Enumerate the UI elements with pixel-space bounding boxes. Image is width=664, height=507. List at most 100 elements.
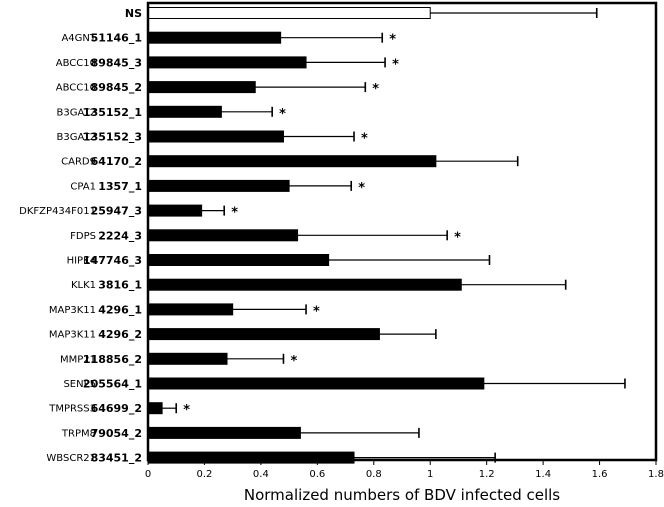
construct-id-label: 135152_1 — [83, 106, 142, 119]
bar — [147, 56, 307, 69]
x-tick-label: 1.6 — [592, 469, 608, 480]
bar-row: CPA1 1357_1 * — [70, 179, 365, 196]
bar-row: MAP3K11 4296_1 * — [49, 303, 320, 319]
construct-id-label: 118856_2 — [83, 353, 142, 366]
construct-id-label: 4296_2 — [98, 328, 142, 341]
gene-label: TRPM8 — [61, 428, 96, 439]
bar — [147, 204, 203, 217]
x-tick-label: 1.4 — [535, 469, 551, 480]
plot-frame — [146, 1, 658, 462]
gene-label: DKFZP434F011 — [19, 206, 96, 217]
x-axis-label: Normalized numbers of BDV infected cells — [244, 486, 560, 504]
gene-label: TMPRSS3 — [48, 404, 96, 415]
x-tick-label: 1.8 — [648, 469, 664, 480]
gene-label: ABCC10 — [56, 83, 96, 94]
gene-label: SENP5 — [63, 379, 96, 390]
x-axis: 0 0.2 0.4 0.6 0.8 1 1.2 1.4 1.6 1.8 — [145, 460, 664, 480]
bar — [147, 377, 485, 390]
gene-label: CPA1 — [70, 181, 96, 192]
gene-label: B3GAT2 — [56, 107, 96, 118]
gene-label: FDPS — [70, 231, 96, 242]
significance-marker: * — [454, 230, 461, 245]
significance-marker: * — [290, 354, 297, 369]
gene-label: MAP3K11 — [49, 330, 96, 341]
x-tick-label: 0.8 — [366, 469, 382, 480]
construct-id-label: 205564_1 — [83, 378, 142, 391]
construct-id-label: 4296_1 — [98, 303, 142, 316]
construct-id-label: 83451_2 — [91, 452, 142, 465]
construct-id-label: 2224_3 — [98, 229, 142, 242]
gene-label: WBSCR21 — [46, 453, 96, 464]
significance-marker: * — [372, 82, 379, 97]
bar — [147, 328, 380, 341]
gene-label: A4GNT — [61, 33, 96, 44]
gene-label: MMP21 — [60, 354, 96, 365]
significance-marker: * — [313, 304, 320, 319]
bar-row: FDPS 2224_3 * — [70, 229, 461, 245]
gene-label: KLK1 — [71, 280, 96, 291]
construct-id-label: 147746_3 — [83, 254, 142, 267]
bar-row: KLK1 3816_1 — [71, 278, 567, 292]
bar — [147, 105, 222, 118]
bar — [147, 254, 330, 266]
gene-label: MAP3K11 — [49, 305, 96, 316]
significance-marker: * — [183, 403, 190, 418]
bar-row: NS — [125, 7, 598, 20]
significance-marker: * — [389, 33, 396, 48]
x-tick-label: 1.2 — [479, 469, 495, 480]
bar — [147, 402, 163, 415]
construct-id-label: NS — [125, 7, 142, 20]
construct-id-label: 1357_1 — [98, 180, 142, 193]
bar-row: MAP3K11 4296_2 — [49, 328, 437, 341]
bar — [147, 303, 234, 316]
construct-id-label: 79054_2 — [91, 427, 142, 440]
bar — [147, 130, 284, 143]
gene-label: ABCC10 — [56, 58, 96, 69]
gene-label: HIPK4 — [67, 256, 96, 267]
x-tick-label: 0.2 — [196, 469, 212, 480]
bar — [147, 7, 431, 19]
x-tick-label: 0 — [145, 469, 151, 480]
construct-id-label: 51146_1 — [91, 32, 142, 45]
significance-marker: * — [392, 57, 399, 72]
gene-label: CARD9 — [61, 157, 96, 168]
significance-marker: * — [279, 107, 286, 122]
bar — [147, 155, 437, 168]
bar — [147, 426, 301, 439]
bar — [147, 179, 290, 192]
bar — [147, 31, 282, 44]
construct-id-label: 25947_3 — [91, 205, 142, 218]
x-tick-label: 0.4 — [253, 469, 269, 480]
significance-marker: * — [358, 181, 365, 196]
bar — [147, 229, 299, 242]
construct-id-label: 64170_2 — [91, 155, 142, 168]
construct-id-label: 135152_3 — [83, 131, 142, 144]
significance-marker: * — [361, 132, 368, 147]
construct-id-label: 64699_2 — [91, 402, 142, 415]
bar — [147, 451, 355, 464]
construct-id-label: 89845_2 — [91, 81, 142, 94]
x-tick-label: 0.6 — [309, 469, 325, 480]
bar — [147, 278, 462, 291]
significance-marker: * — [231, 206, 238, 221]
construct-id-label: 89845_3 — [91, 56, 142, 69]
construct-id-label: 3816_1 — [98, 279, 142, 292]
x-tick-label: 1 — [427, 469, 433, 480]
bar — [147, 352, 228, 365]
bar — [147, 81, 256, 94]
